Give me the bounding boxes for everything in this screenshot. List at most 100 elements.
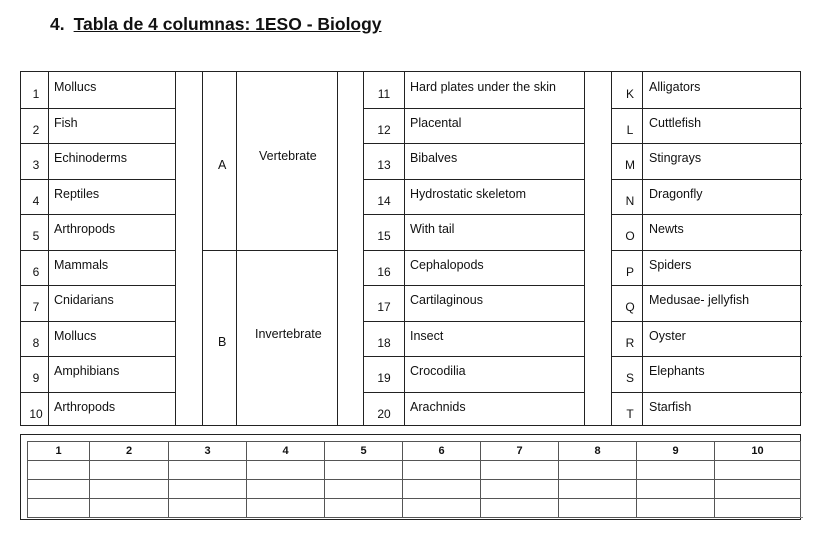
animal-number: Q xyxy=(625,300,635,314)
answer-column-header: 2 xyxy=(89,441,169,461)
group-label: Invertebrate xyxy=(255,327,322,341)
animal-number: T xyxy=(626,407,634,421)
answer-row xyxy=(27,479,801,499)
column-divider xyxy=(611,72,612,425)
answer-cell[interactable] xyxy=(480,498,559,518)
row-divider xyxy=(363,108,584,109)
feature-label: Hard plates under the skin xyxy=(410,80,556,94)
answer-column-header: 10 xyxy=(714,441,801,461)
feature-number: 16 xyxy=(377,265,391,279)
answer-column-header: 3 xyxy=(168,441,247,461)
column-divider xyxy=(404,72,405,425)
animal-number: K xyxy=(625,87,634,101)
answer-column-header: 1 xyxy=(27,441,90,461)
row-divider xyxy=(21,356,175,357)
answer-cell[interactable] xyxy=(246,460,325,480)
row-divider xyxy=(21,214,175,215)
row-divider xyxy=(363,179,584,180)
answer-cell[interactable] xyxy=(168,479,247,499)
answer-cell[interactable] xyxy=(402,498,481,518)
animal-label: Stingrays xyxy=(649,151,702,165)
answer-cell[interactable] xyxy=(27,498,90,518)
item-label: Reptiles xyxy=(54,187,100,201)
answer-cell[interactable] xyxy=(168,460,247,480)
row-divider xyxy=(611,143,802,144)
answer-column-header: 6 xyxy=(402,441,481,461)
answer-cell[interactable] xyxy=(480,479,559,499)
animal-number: O xyxy=(625,229,635,243)
animal-label: Starfish xyxy=(649,400,692,414)
row-divider xyxy=(363,143,584,144)
animal-number: R xyxy=(625,336,635,350)
answer-grid: 1 2 3 4 5 6 7 8 9 10 xyxy=(20,434,801,520)
animal-label: Dragonfly xyxy=(649,187,703,201)
answer-cell[interactable] xyxy=(168,498,247,518)
column-divider xyxy=(48,72,49,425)
column-divider xyxy=(175,72,176,425)
answer-cell[interactable] xyxy=(636,460,715,480)
answer-cell[interactable] xyxy=(27,479,90,499)
answer-row xyxy=(27,460,801,480)
row-divider xyxy=(611,356,802,357)
answer-header-row: 1 2 3 4 5 6 7 8 9 10 xyxy=(27,441,801,461)
answer-cell[interactable] xyxy=(558,479,637,499)
answer-cell[interactable] xyxy=(480,460,559,480)
answer-column-header: 8 xyxy=(558,441,637,461)
animal-number: M xyxy=(625,158,635,172)
item-label: Arthropods xyxy=(54,222,116,236)
row-divider xyxy=(363,285,584,286)
answer-cell[interactable] xyxy=(636,479,715,499)
feature-label: With tail xyxy=(410,222,455,236)
feature-number: 19 xyxy=(377,371,391,385)
item-number: 1 xyxy=(32,87,40,101)
animal-label: Alligators xyxy=(649,80,701,94)
group-divider xyxy=(202,250,337,251)
answer-cell[interactable] xyxy=(246,479,325,499)
group-letter: B xyxy=(218,335,227,349)
animal-label: Newts xyxy=(649,222,684,236)
answer-cell[interactable] xyxy=(558,460,637,480)
answer-cell[interactable] xyxy=(324,460,403,480)
answer-cell[interactable] xyxy=(714,460,801,480)
item-label: Fish xyxy=(54,116,78,130)
item-label: Mammals xyxy=(54,258,109,272)
item-number: 10 xyxy=(29,407,43,421)
group-letter: A xyxy=(218,158,227,172)
answer-cell[interactable] xyxy=(324,498,403,518)
item-number: 9 xyxy=(32,371,40,385)
answer-cell[interactable] xyxy=(714,479,801,499)
answer-cell[interactable] xyxy=(324,479,403,499)
page-mark xyxy=(800,517,803,520)
item-number: 8 xyxy=(32,336,40,350)
row-divider xyxy=(611,321,802,322)
item-label: Cnidarians xyxy=(54,293,114,307)
item-number: 3 xyxy=(32,158,40,172)
answer-cell[interactable] xyxy=(89,479,169,499)
item-number: 5 xyxy=(32,229,40,243)
row-divider xyxy=(611,179,802,180)
row-divider xyxy=(363,250,584,251)
answer-cell[interactable] xyxy=(558,498,637,518)
answer-cell[interactable] xyxy=(402,460,481,480)
feature-label: Hydrostatic skeletom xyxy=(410,187,527,201)
answer-cell[interactable] xyxy=(27,460,90,480)
answer-cell[interactable] xyxy=(89,460,169,480)
answer-cell[interactable] xyxy=(636,498,715,518)
feature-number: 15 xyxy=(377,229,391,243)
feature-number: 17 xyxy=(377,300,391,314)
item-label: Echinoderms xyxy=(54,151,127,165)
animal-number: P xyxy=(625,265,634,279)
item-number: 4 xyxy=(32,194,40,208)
answer-row xyxy=(27,498,801,518)
row-divider xyxy=(21,108,175,109)
answer-cell[interactable] xyxy=(402,479,481,499)
column-divider xyxy=(642,72,643,425)
row-divider xyxy=(21,250,175,251)
answer-cell[interactable] xyxy=(246,498,325,518)
feature-label: Placental xyxy=(410,116,462,130)
row-divider xyxy=(21,285,175,286)
answer-cell[interactable] xyxy=(714,498,801,518)
answer-cell[interactable] xyxy=(89,498,169,518)
row-divider xyxy=(363,356,584,357)
item-label: Amphibians xyxy=(54,364,120,378)
